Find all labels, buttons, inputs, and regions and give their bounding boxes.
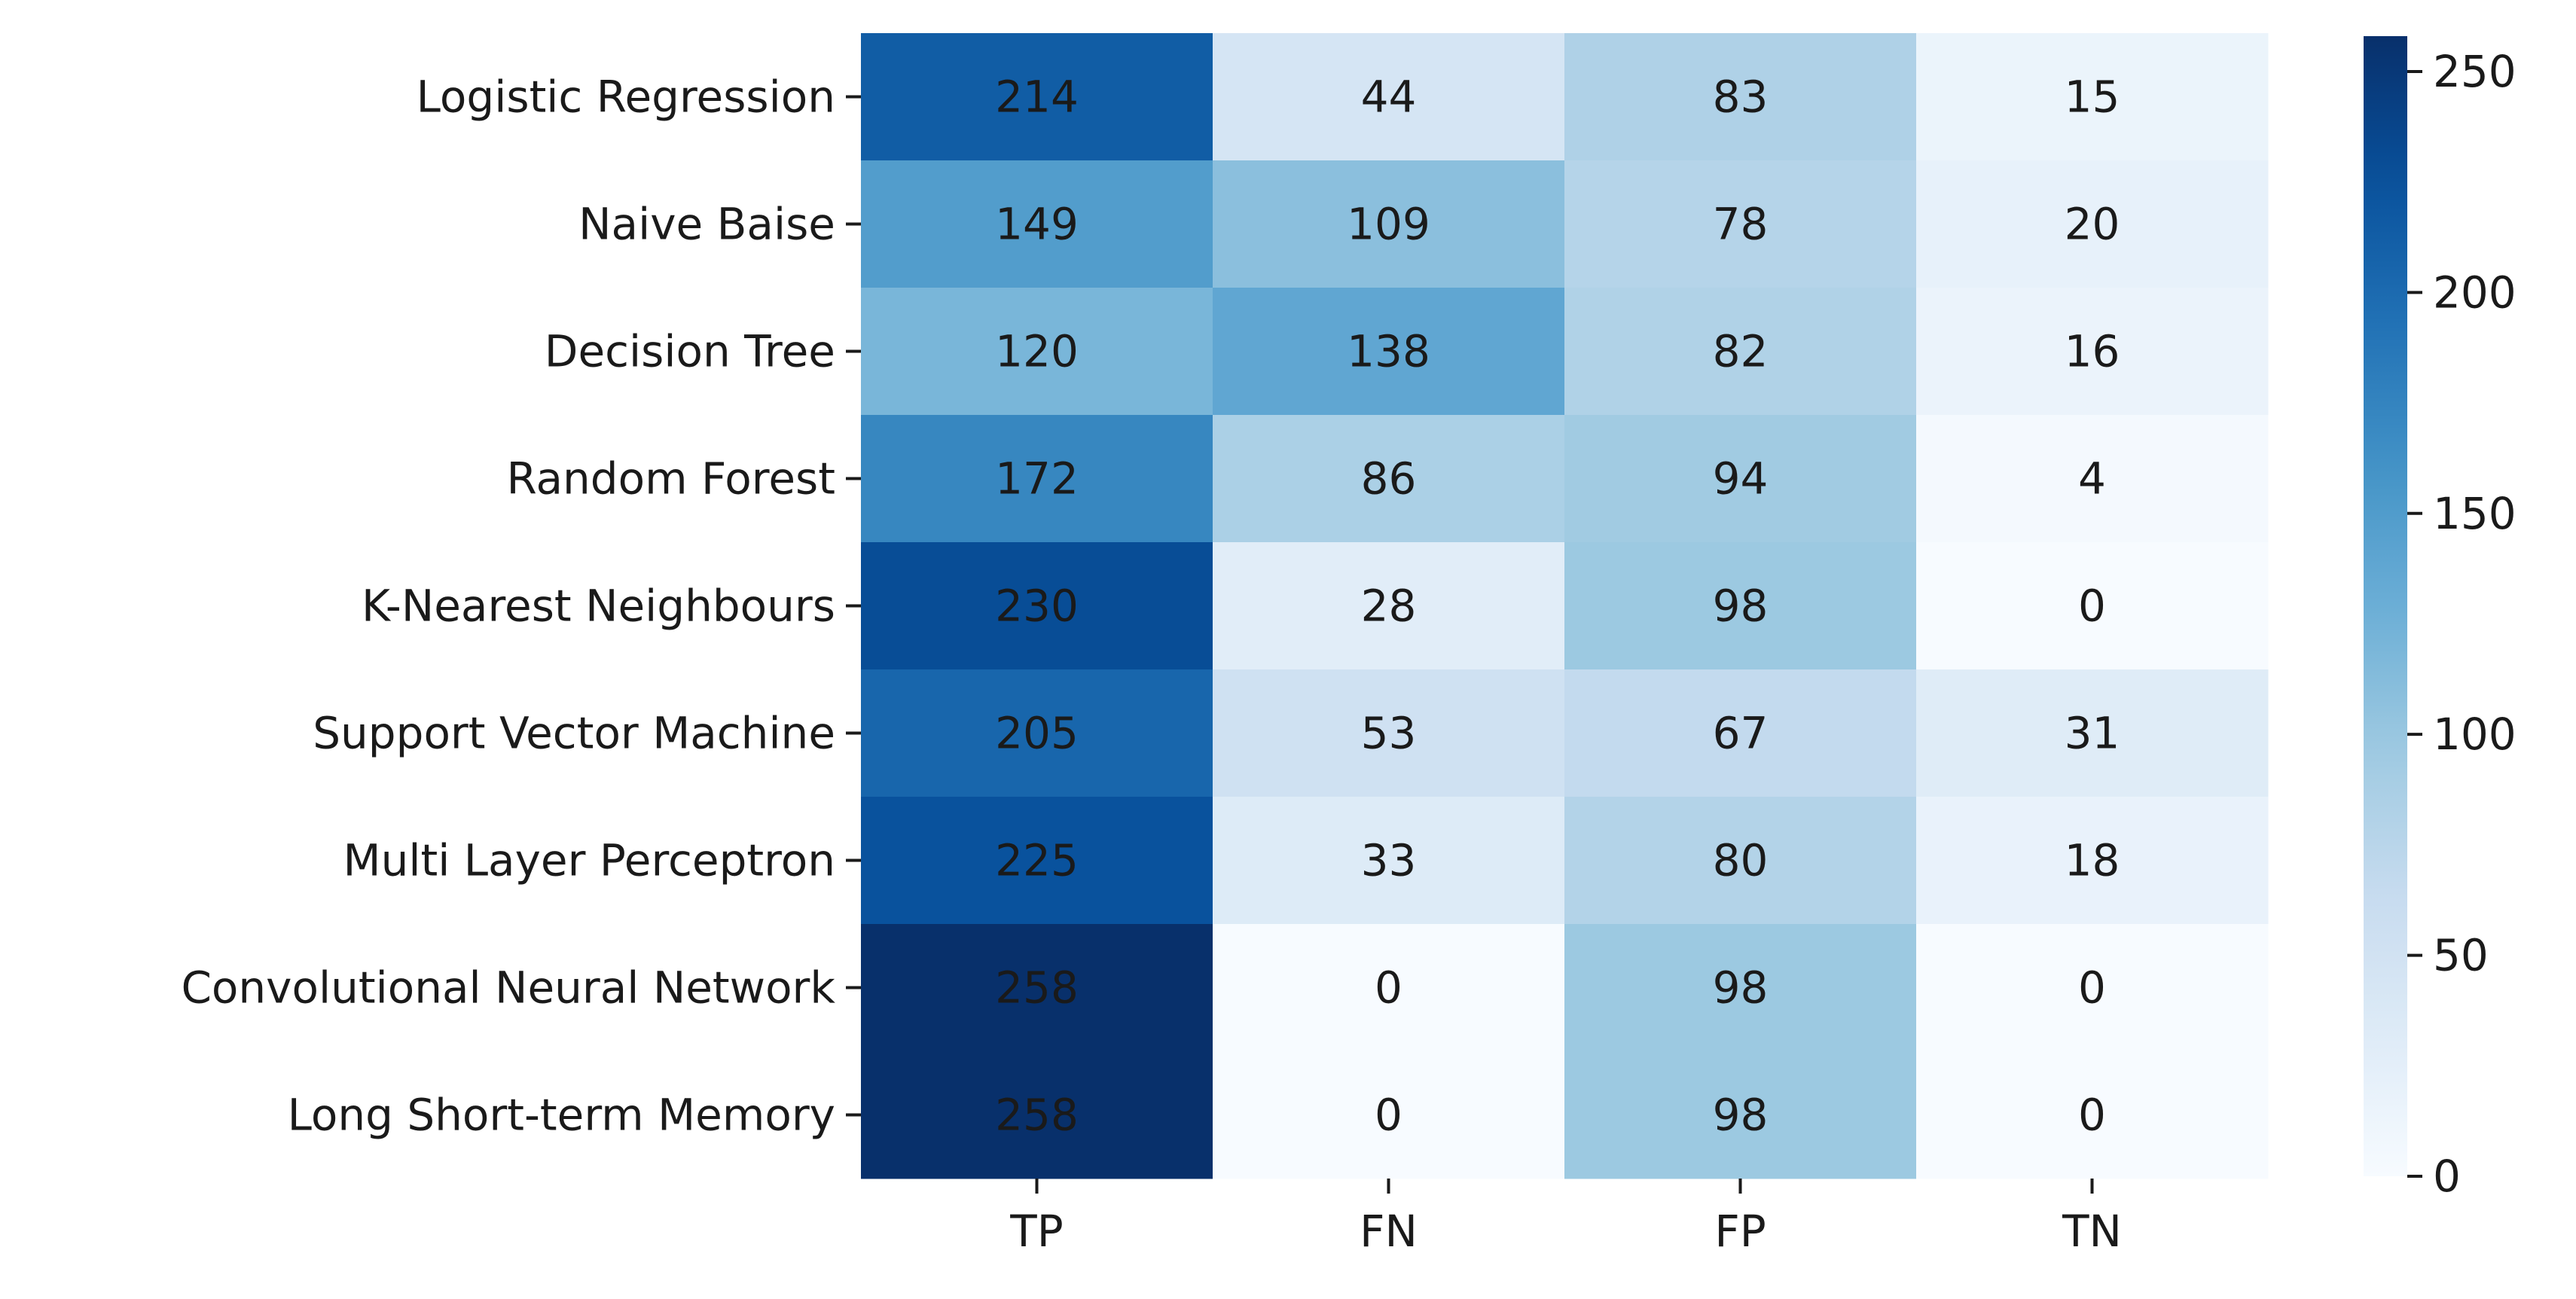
- cell-value-label: 28: [1361, 581, 1417, 632]
- heatmap-cell: [1213, 288, 1565, 416]
- cell-value-label: 98: [1713, 1090, 1769, 1141]
- colorbar-tick-label: 150: [2433, 488, 2516, 539]
- row-label: Convolutional Neural Network: [181, 962, 835, 1014]
- heatmap-cell: [861, 33, 1213, 161]
- row-labels: Logistic Regression Naive Baise Decision T…: [181, 72, 861, 1141]
- cell-value-label: 172: [995, 453, 1079, 505]
- heatmap-cell: [861, 415, 1213, 543]
- heatmap-cell: [1213, 542, 1565, 670]
- heatmap-cell: [1213, 415, 1565, 543]
- row-label: Naive Baise: [578, 199, 835, 250]
- row-label: Support Vector Machine: [313, 708, 835, 759]
- heatmap-cell: [1916, 669, 2269, 797]
- heatmap-cell: [1916, 797, 2269, 925]
- heatmap-cell: [1564, 288, 1917, 416]
- heatmap-cell: [1916, 924, 2269, 1052]
- heatmap-cell: [1916, 160, 2269, 288]
- heatmap-cells: 214 44 83 15 149 109 78 20 120 138 82 16 172 86 94 4 230…: [861, 33, 2269, 1179]
- colorbar: 0 50 100 150 200 250: [2364, 36, 2516, 1202]
- cell-value-label: 67: [1713, 708, 1769, 759]
- heatmap-cell: [1916, 33, 2269, 161]
- cell-value-label: 0: [2078, 962, 2106, 1014]
- heatmap-cell: [1213, 160, 1565, 288]
- cell-value-label: 109: [1347, 199, 1430, 250]
- heatmap-cell: [1213, 669, 1565, 797]
- heatmap-cell: [861, 669, 1213, 797]
- heatmap-cell: [1916, 542, 2269, 670]
- cell-value-label: 44: [1361, 72, 1417, 123]
- cell-value-label: 98: [1713, 581, 1769, 632]
- heatmap-cell: [1564, 542, 1917, 670]
- cell-value-label: 230: [995, 581, 1079, 632]
- heatmap-cell: [1916, 415, 2269, 543]
- cell-value-label: 4: [2078, 453, 2106, 505]
- row-label: K-Nearest Neighbours: [362, 581, 835, 632]
- row-label: Multi Layer Perceptron: [343, 835, 835, 886]
- cell-value-label: 53: [1361, 708, 1417, 759]
- colorbar-tick-label: 250: [2433, 46, 2516, 97]
- heatmap-cell: [1564, 797, 1917, 925]
- cell-value-label: 78: [1713, 199, 1769, 250]
- cell-value-label: 98: [1713, 962, 1769, 1014]
- heatmap-cell: [861, 1051, 1213, 1179]
- colorbar-gradient: [2364, 36, 2407, 1176]
- cell-value-label: 205: [995, 708, 1079, 759]
- heatmap-cell: [1213, 924, 1565, 1052]
- cell-value-label: 149: [995, 199, 1079, 250]
- cell-value-label: 258: [995, 1090, 1079, 1141]
- column-label: FP: [1714, 1206, 1766, 1257]
- heatmap-cell: [1564, 415, 1917, 543]
- cell-value-label: 86: [1361, 453, 1417, 505]
- colorbar-tick-label: 200: [2433, 267, 2516, 318]
- row-label: Long Short-term Memory: [288, 1090, 835, 1141]
- cell-value-label: 33: [1361, 835, 1417, 886]
- cell-value-label: 16: [2065, 326, 2120, 377]
- cell-value-label: 258: [995, 962, 1079, 1014]
- cell-value-label: 138: [1347, 326, 1430, 377]
- heatmap-cell: [1564, 1051, 1917, 1179]
- heatmap-cell: [861, 160, 1213, 288]
- cell-value-label: 225: [995, 835, 1079, 886]
- column-label: TP: [1009, 1206, 1063, 1257]
- cell-value-label: 0: [2078, 1090, 2106, 1141]
- cell-value-label: 15: [2065, 72, 2120, 123]
- cell-value-label: 31: [2065, 708, 2120, 759]
- cell-value-label: 18: [2065, 835, 2120, 886]
- column-labels: TP FN FP TN: [1009, 1179, 2122, 1257]
- cell-value-label: 214: [995, 72, 1079, 123]
- cell-value-label: 80: [1713, 835, 1769, 886]
- row-label: Logistic Regression: [417, 72, 835, 123]
- cell-value-label: 83: [1713, 72, 1769, 123]
- cell-value-label: 94: [1713, 453, 1769, 505]
- column-label: FN: [1360, 1206, 1418, 1257]
- heatmap-cell: [861, 288, 1213, 416]
- heatmap-cell: [861, 924, 1213, 1052]
- heatmap-cell: [861, 797, 1213, 925]
- colorbar-tick-label: 100: [2433, 709, 2516, 760]
- cell-value-label: 120: [995, 326, 1079, 377]
- heatmap-cell: [1213, 797, 1565, 925]
- colorbar-tick-label: 0: [2433, 1151, 2461, 1202]
- cell-value-label: 82: [1713, 326, 1769, 377]
- cell-value-label: 0: [1375, 1090, 1402, 1141]
- cell-value-label: 20: [2065, 199, 2120, 250]
- row-label: Decision Tree: [545, 326, 835, 377]
- heatmap-cell: [1564, 33, 1917, 161]
- heatmap-cell: [1916, 288, 2269, 416]
- heatmap-cell: [1213, 33, 1565, 161]
- heatmap-cell: [1564, 669, 1917, 797]
- cell-value-label: 0: [1375, 962, 1402, 1014]
- heatmap-cell: [1916, 1051, 2269, 1179]
- heatmap-cell: [1564, 160, 1917, 288]
- row-label: Random Forest: [506, 453, 835, 505]
- heatmap-cell: [1564, 924, 1917, 1052]
- cell-value-label: 0: [2078, 581, 2106, 632]
- colorbar-tick-label: 50: [2433, 930, 2489, 981]
- heatmap-cell: [861, 542, 1213, 670]
- column-label: TN: [2062, 1206, 2122, 1257]
- heatmap-cell: [1213, 1051, 1565, 1179]
